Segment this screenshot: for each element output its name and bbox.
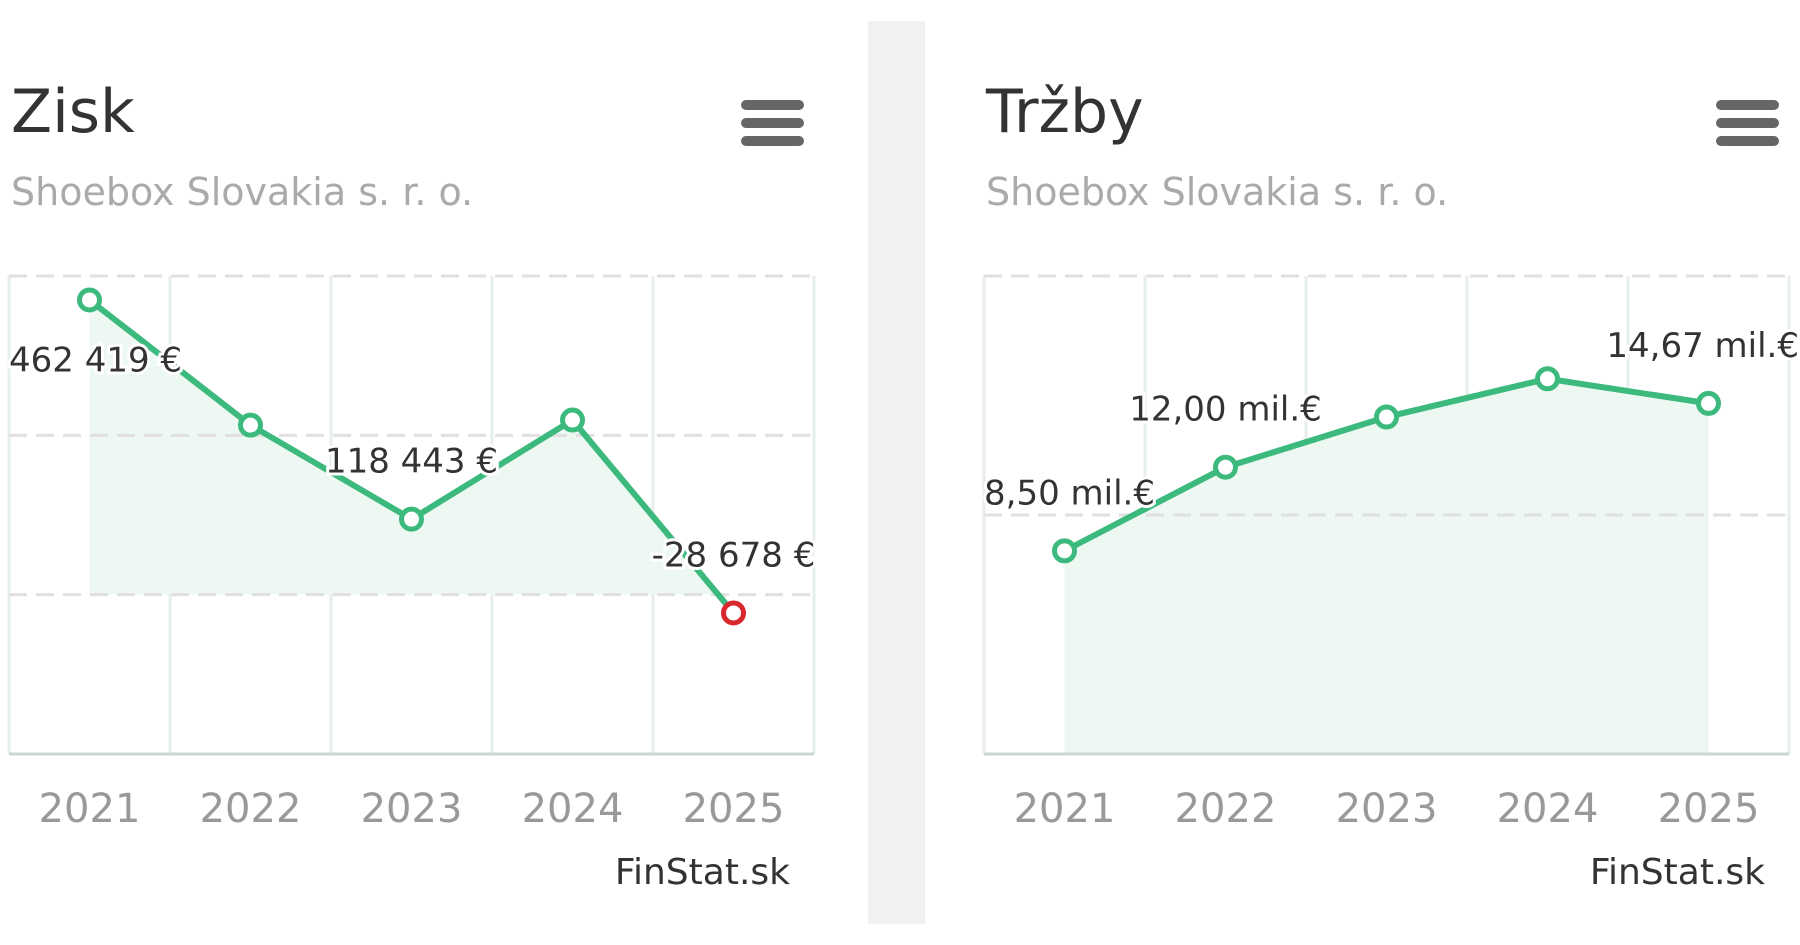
menu-bar [1716, 118, 1779, 128]
chart-subtitle: Shoebox Slovakia s. r. o. [11, 170, 473, 214]
menu-button[interactable] [741, 100, 804, 146]
x-tick-label: 2022 [1175, 786, 1277, 832]
x-tick-label: 2024 [522, 786, 624, 832]
point [1535, 366, 1560, 392]
data-label: 118 443 € [325, 442, 498, 482]
menu-button[interactable] [1716, 100, 1779, 146]
chart-title: Tržby [985, 77, 1144, 147]
menu-bar [1716, 100, 1779, 110]
credits: FinStat.sk [1590, 852, 1765, 893]
area [1064, 378, 1709, 754]
point [399, 506, 424, 532]
x-tick-label: 2022 [200, 786, 302, 832]
point [1052, 538, 1077, 564]
data-label: 12,00 mil.€ [1129, 390, 1322, 430]
point [1213, 454, 1238, 480]
point [1696, 390, 1721, 416]
x-tick-label: 2025 [1658, 786, 1760, 832]
x-tick-label: 2024 [1497, 786, 1599, 832]
point [560, 407, 585, 433]
chart-panel: Tržby Shoebox Slovakia s. r. o. 2021 8,50 m… [981, 77, 1800, 893]
x-tick-label: 2025 [683, 786, 785, 832]
chart-panel: Zisk Shoebox Slovakia s. r. o. 2021 462 419… [6, 77, 818, 893]
menu-bar [1716, 136, 1779, 146]
point [77, 287, 102, 313]
chart-subtitle: Shoebox Slovakia s. r. o. [986, 170, 1448, 214]
x-tick-label: 2023 [361, 786, 463, 832]
menu-bar [741, 136, 804, 146]
point [721, 600, 746, 626]
data-label: -28 678 € [652, 535, 816, 575]
x-tick-label: 2023 [1336, 786, 1438, 832]
data-label: 462 419 € [9, 340, 182, 380]
credits: FinStat.sk [615, 852, 790, 893]
point [1374, 404, 1399, 430]
data-label: 14,67 mil.€ [1606, 326, 1799, 366]
area [89, 299, 719, 595]
menu-bar [741, 100, 804, 110]
chart-title: Zisk [11, 77, 135, 147]
x-tick-label: 2021 [1014, 786, 1116, 832]
x-tick-label: 2021 [39, 786, 141, 832]
point [238, 412, 263, 438]
separator [868, 21, 925, 924]
data-label: 8,50 mil.€ [984, 473, 1155, 513]
menu-bar [741, 118, 804, 128]
